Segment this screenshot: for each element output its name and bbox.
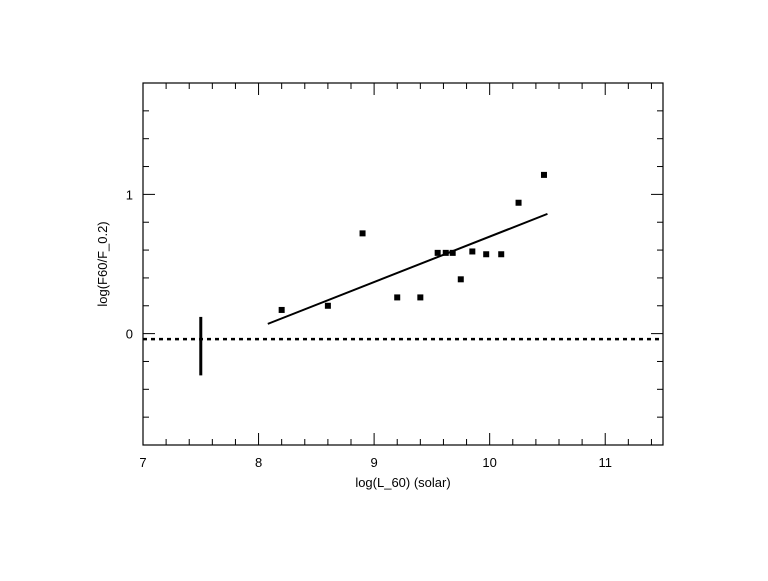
x-tick-label: 11 <box>598 455 612 470</box>
x-axis-label: log(L_60) (solar) <box>355 475 450 490</box>
data-point <box>457 276 464 283</box>
x-tick-label: 9 <box>370 455 377 470</box>
y-axis-label: log(F60/F_0.2) <box>95 221 110 306</box>
data-point <box>278 306 285 313</box>
data-point <box>434 249 441 256</box>
data-point <box>324 302 331 309</box>
data-point <box>540 171 547 178</box>
data-point <box>469 248 476 255</box>
ticks <box>142 82 663 446</box>
data-point <box>359 230 366 237</box>
x-tick-label: 8 <box>255 455 262 470</box>
tick-labels: 7 8 9 10 11 0 1 <box>126 187 612 470</box>
marks <box>143 171 663 376</box>
data-point <box>449 249 456 256</box>
data-point <box>498 251 505 258</box>
data-point <box>515 199 522 206</box>
plot-frame <box>142 82 664 446</box>
y-tick-label: 1 <box>126 187 133 202</box>
x-tick-label: 10 <box>482 455 496 470</box>
data-point <box>483 251 490 258</box>
y-tick-label: 0 <box>126 327 133 342</box>
x-tick-label: 7 <box>139 455 146 470</box>
data-point <box>417 294 424 301</box>
fit-line <box>267 212 548 325</box>
data-point <box>394 294 401 301</box>
